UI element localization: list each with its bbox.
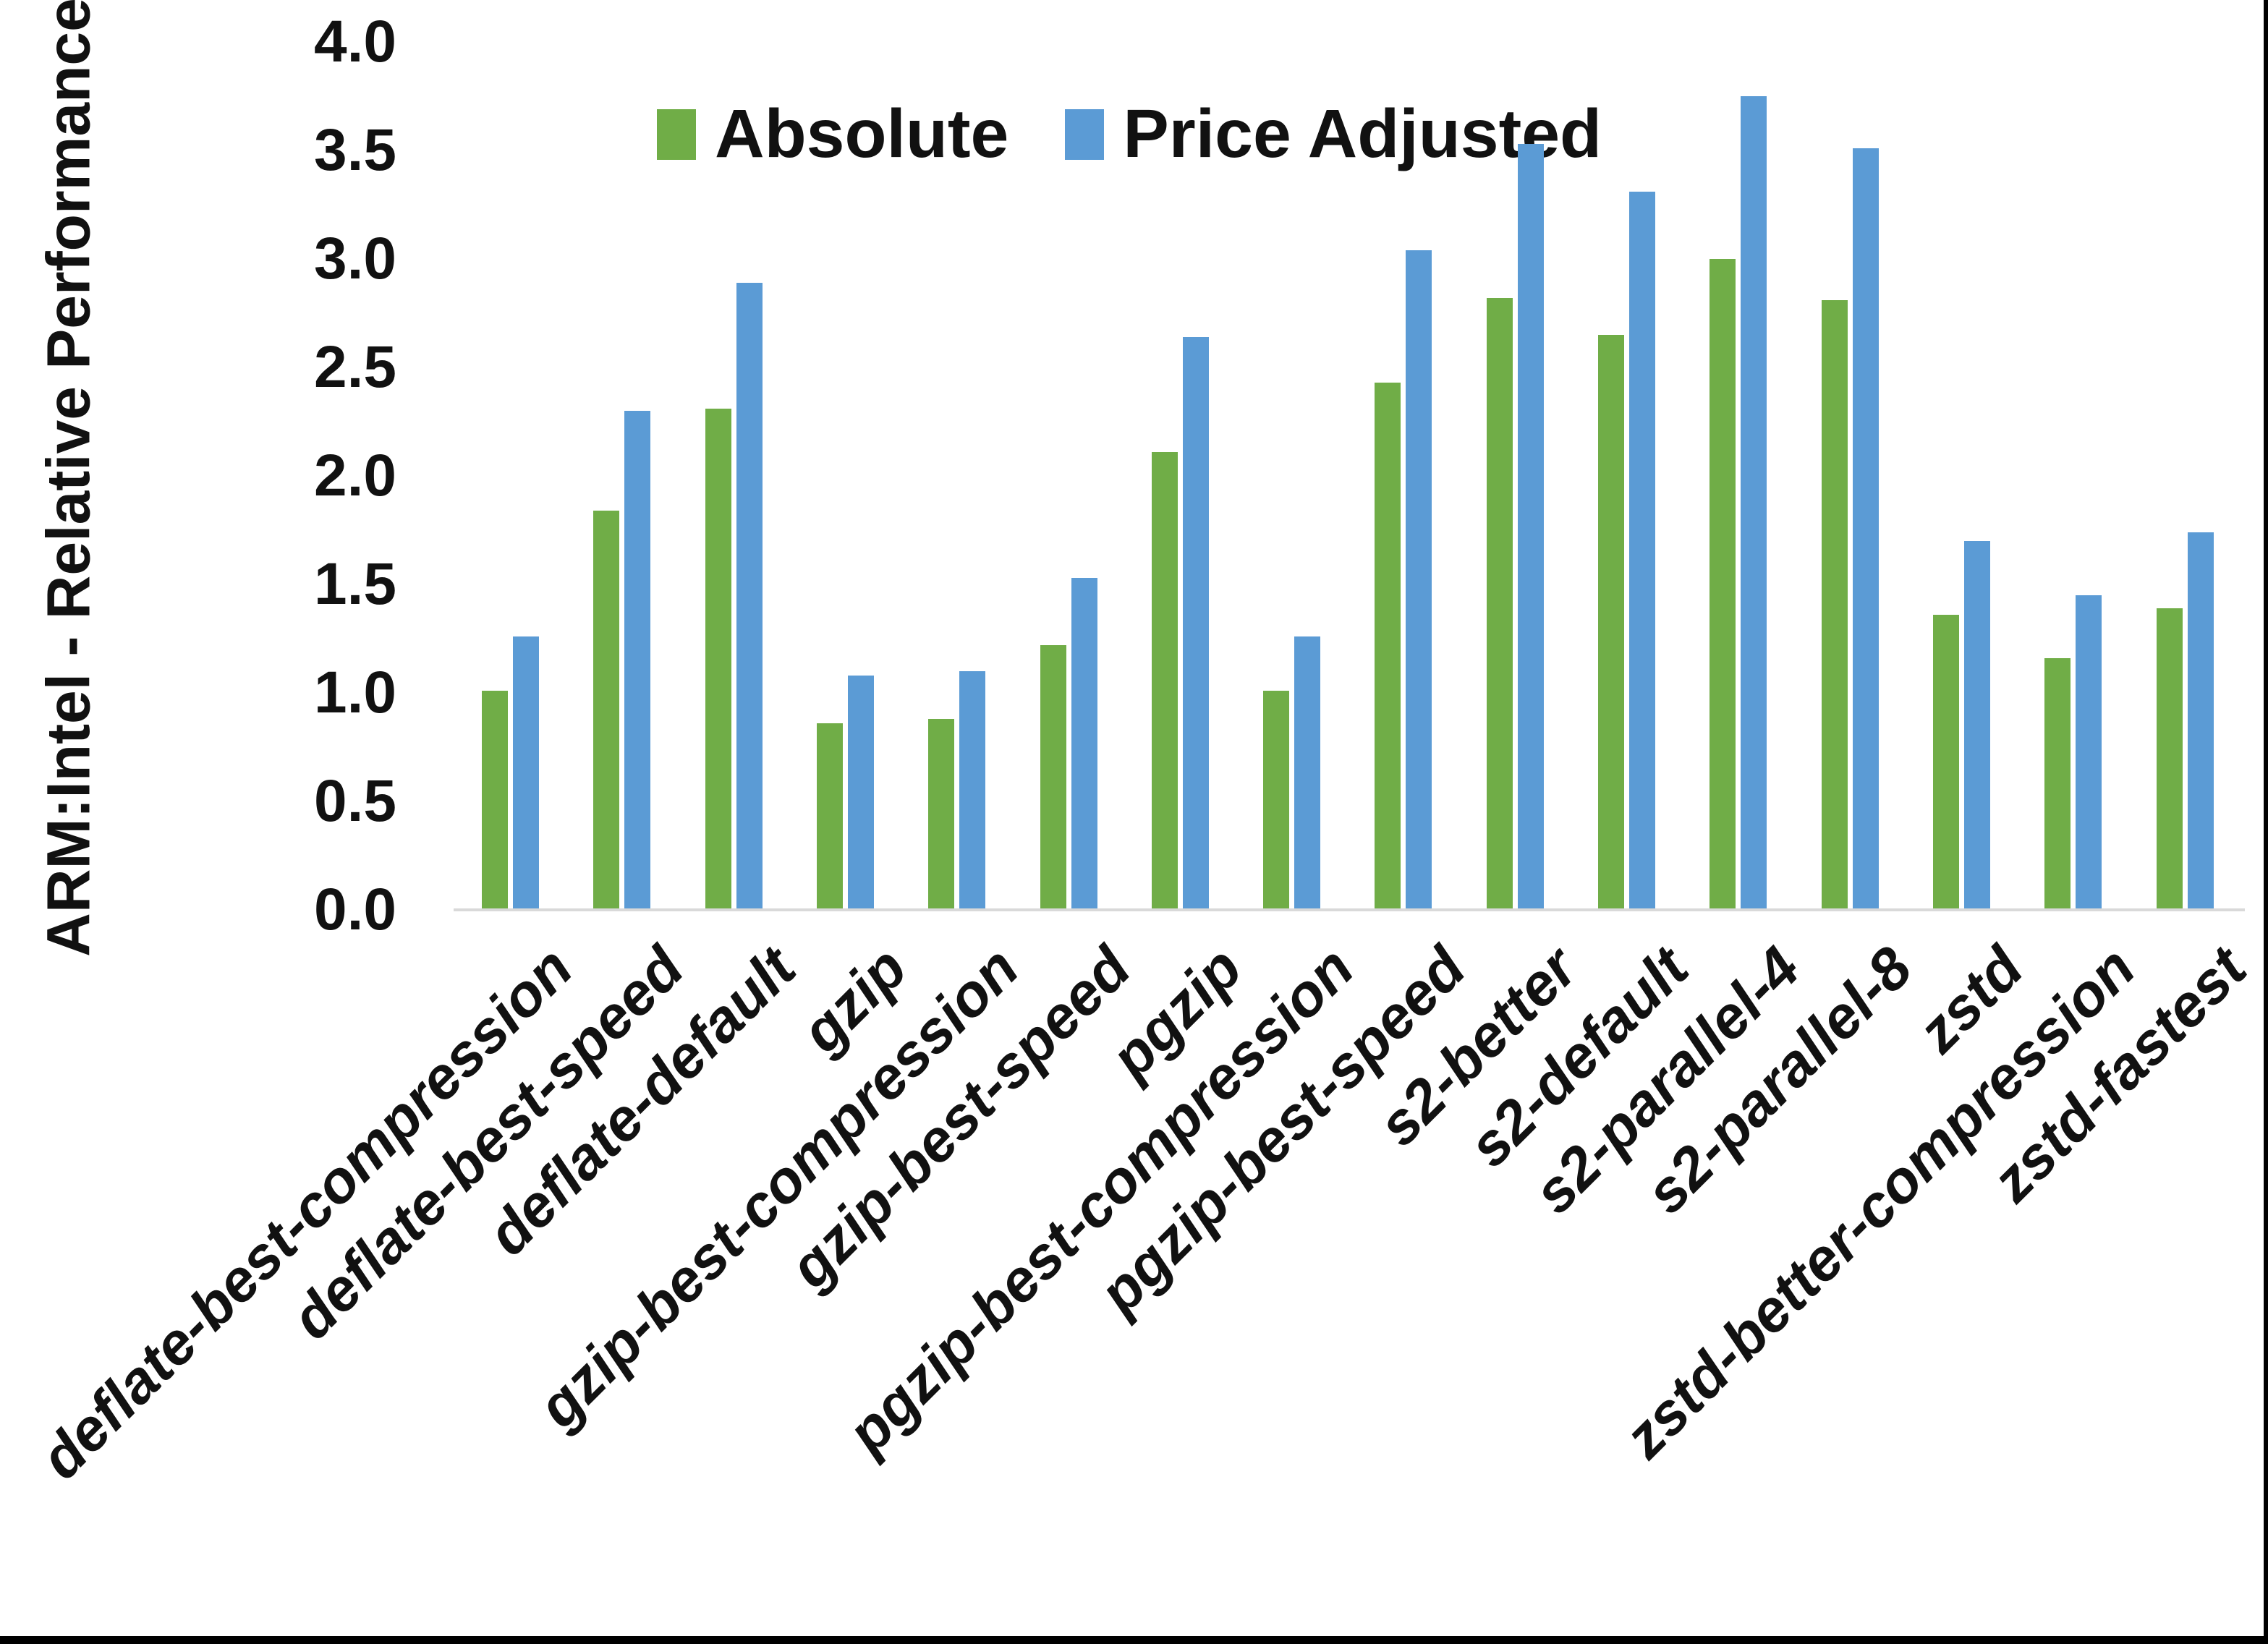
bar-price-adjusted-zstd-better-compression [2076,595,2102,910]
y-tick-label: 3.5 [314,117,396,183]
bar-price-adjusted-zstd [1963,541,1990,910]
x-axis-line [454,908,2245,911]
bar-price-adjusted-gzip-best-compression [959,671,986,910]
y-tick-label: 4.0 [314,9,396,74]
y-tick-label: 3.0 [314,226,396,291]
bar-absolute-s2-default [1598,335,1624,910]
right-border-strip [2264,0,2268,1644]
bar-absolute-gzip-best-compression [928,719,955,910]
bar-absolute-deflate-best-compression [482,691,508,910]
y-tick-label: 2.0 [314,443,396,508]
bar-price-adjusted-pgzip [1182,337,1209,910]
bar-absolute-zstd [1932,615,1959,910]
y-tick-label: 2.5 [314,334,396,400]
bar-price-adjusted-deflate-default [736,283,763,910]
legend-swatch-price-adjusted [1065,108,1105,160]
bar-absolute-s2-parallel-8 [1821,300,1848,910]
bar-absolute-s2-better [1486,298,1513,910]
legend-swatch-absolute [657,108,696,160]
bar-absolute-gzip-best-speed [1040,645,1066,910]
bar-price-adjusted-gzip-best-speed [1071,578,1097,910]
bar-price-adjusted-s2-better [1517,144,1544,910]
bar-price-adjusted-s2-parallel-8 [1852,148,1879,910]
bar-absolute-pgzip-best-speed [1375,383,1401,910]
bar-absolute-zstd-better-compression [2044,658,2071,910]
bar-price-adjusted-zstd-fastest [2187,532,2214,910]
bar-absolute-deflate-best-speed [593,511,620,910]
bar-price-adjusted-s2-default [1629,192,1655,910]
y-axis-title: ARM:Intel - Relative Performance [34,0,103,957]
bar-price-adjusted-deflate-best-compression [513,636,539,910]
legend: Absolute Price Adjusted [657,100,1602,169]
bar-price-adjusted-pgzip-best-speed [1406,250,1432,910]
legend-label-absolute: Absolute [715,95,1009,172]
bar-absolute-pgzip-best-compression [1263,691,1290,910]
bar-price-adjusted-gzip [847,676,874,910]
y-tick-label: 1.5 [314,551,396,617]
bar-absolute-pgzip [1151,452,1178,910]
bottom-border-strip [0,1636,2268,1644]
bar-absolute-deflate-default [705,409,731,910]
y-tick-label: 0.0 [314,877,396,942]
bar-price-adjusted-pgzip-best-compression [1294,636,1321,910]
bar-price-adjusted-s2-parallel-4 [1741,96,1767,910]
bar-absolute-gzip [816,723,843,910]
bar-absolute-zstd-fastest [2156,608,2183,910]
bar-price-adjusted-deflate-best-speed [624,411,651,910]
y-tick-label: 0.5 [314,768,396,834]
bar-absolute-s2-parallel-4 [1710,259,1736,910]
y-tick-label: 1.0 [314,660,396,725]
